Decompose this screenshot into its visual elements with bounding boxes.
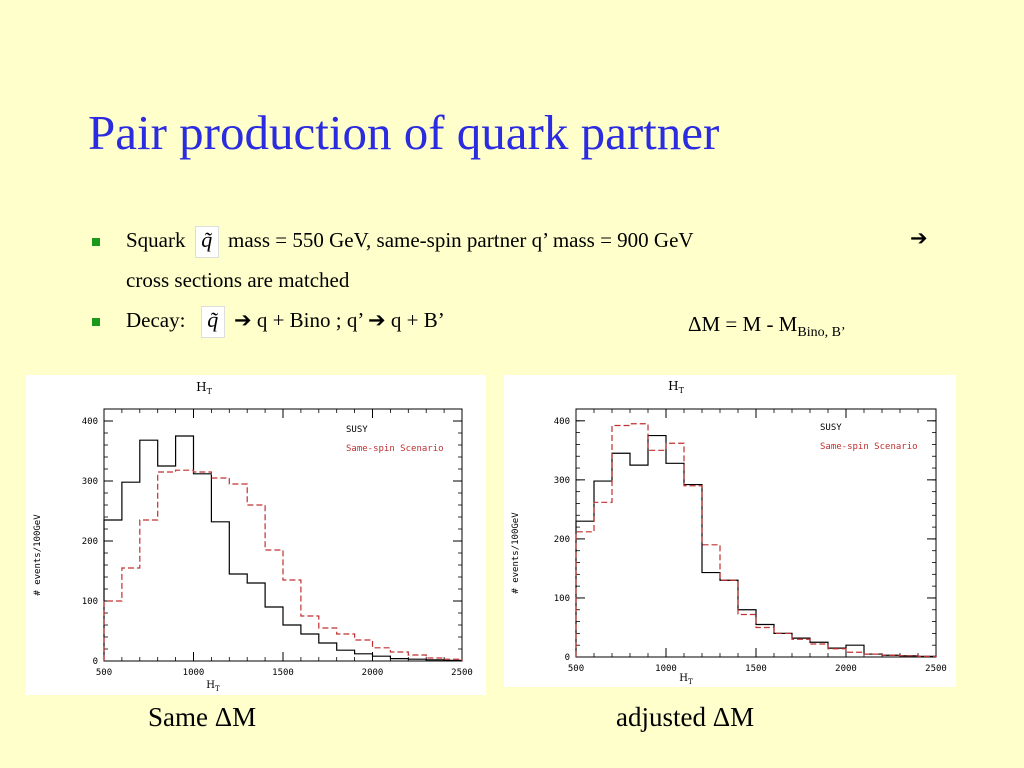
bullet-1-pre: Squark (126, 227, 186, 252)
histogram-panel-right: 500 1000 1500 2000 2500 0 100 200 300 400 SUSY Same… (504, 375, 956, 687)
bullet-1-arrow: ➔ (910, 226, 928, 250)
y-axis-label: # events/100GeV (511, 512, 521, 594)
x-axis-label: HT (206, 680, 220, 693)
histogram-panel-left: 500 1000 1500 2000 2500 0 100 200 300 400 SUSY Same… (26, 375, 486, 695)
delta-m-main: ΔM = M - M (688, 312, 798, 336)
squark-symbol-2-text: q̃ (207, 307, 219, 332)
histogram-susy (103, 435, 463, 661)
x-axis-label: HT (679, 673, 693, 686)
legend-susy: SUSY (346, 425, 368, 435)
delta-m-sub: Bino, B’ (797, 325, 846, 341)
y-tick-label: 100 (82, 597, 98, 607)
squark-symbol-2: q̃ (200, 306, 225, 338)
x-tick-label: 500 (568, 664, 584, 674)
x-tick-label: 2000 (362, 668, 384, 678)
legend-susy: SUSY (820, 423, 842, 433)
x-tick-label: 1000 (655, 664, 677, 674)
legend-same-spin: Same-spin Scenario (820, 442, 918, 452)
histogram-left: 500 1000 1500 2000 2500 0 100 200 300 400 SUSY Same… (33, 380, 473, 693)
y-tick-label: 200 (82, 537, 98, 547)
y-tick-label: 0 (565, 653, 570, 663)
bullet-1-post: mass = 550 GeV, same-spin partner q’ mas… (228, 227, 694, 252)
x-tick-label: 2500 (451, 668, 473, 678)
chart-title: HT (668, 379, 684, 395)
y-tick-label: 400 (554, 417, 570, 427)
bullet-1-line-1: Squark q̃ mass = 550 GeV, same-spin part… (126, 226, 694, 258)
squark-symbol: q̃ (194, 226, 219, 258)
delta-m-definition: ΔM = M - MBino, B’ (688, 312, 846, 341)
histogram-same-spin (103, 469, 463, 661)
caption-adjusted-delta-m: adjusted ΔM (616, 702, 755, 732)
y-tick-label: 200 (554, 535, 570, 545)
bullet-1-line-2: cross sections are matched (126, 268, 350, 292)
y-tick-label: 400 (82, 417, 98, 427)
slide-title: Pair production of quark partner (88, 105, 720, 160)
histogram-same-spin (575, 423, 937, 658)
legend-same-spin: Same-spin Scenario (346, 444, 444, 454)
histogram-right: 500 1000 1500 2000 2500 0 100 200 300 400 SUSY Same… (511, 379, 947, 686)
x-tick-label: 2000 (835, 664, 857, 674)
y-tick-label: 300 (82, 477, 98, 487)
chart-title: HT (196, 380, 212, 396)
caption-same-delta-m: Same ΔM (148, 702, 257, 732)
bullet-marker-1 (92, 238, 100, 246)
y-tick-label: 100 (554, 594, 570, 604)
histogram-susy (575, 434, 937, 658)
x-tick-label: 500 (96, 668, 112, 678)
bullet-2-post: ➔ q + Bino ; q’ ➔ q + B’ (233, 307, 445, 332)
x-tick-label: 1000 (183, 668, 205, 678)
y-tick-label: 0 (93, 657, 98, 667)
x-tick-label: 2500 (925, 664, 947, 674)
x-tick-label: 1500 (272, 668, 294, 678)
squark-symbol-text: q̃ (201, 227, 213, 252)
bullet-marker-2 (92, 318, 100, 326)
bullet-2-line: Decay: q̃ ➔ q + Bino ; q’ ➔ q + B’ (126, 306, 445, 338)
y-tick-label: 300 (554, 476, 570, 486)
x-tick-label: 1500 (745, 664, 767, 674)
y-axis-label: # events/100GeV (33, 514, 43, 596)
bullet-2-pre: Decay: (126, 307, 186, 332)
